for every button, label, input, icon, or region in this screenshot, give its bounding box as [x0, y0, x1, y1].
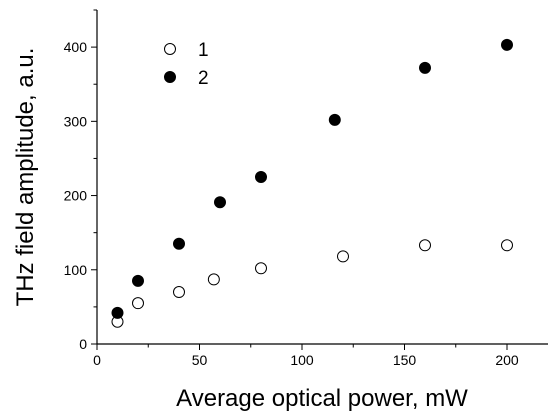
y-axis-ticks: 0 100 200 300 400 [64, 9, 97, 352]
series-2-point [214, 196, 226, 209]
x-tick-label: 100 [290, 352, 314, 368]
y-axis-title: THz field amplitude, a.u. [12, 48, 39, 307]
series-1-point [207, 273, 220, 286]
legend-marker-2 [164, 71, 176, 83]
y-tick-label: 200 [64, 188, 88, 204]
series-1-point [132, 297, 144, 310]
y-tick-label: 100 [64, 262, 88, 278]
axes [96, 10, 548, 345]
x-tick-label: 50 [192, 352, 208, 368]
x-axis-title: Average optical power, mW [176, 385, 468, 412]
series-1-point [173, 286, 185, 299]
legend-label-2: 2 [198, 68, 209, 89]
x-tick-label: 150 [393, 352, 417, 368]
series-1-point [419, 239, 431, 252]
x-tick-label: 0 [93, 352, 101, 368]
data-points [111, 38, 513, 328]
legend-marker-1 [164, 43, 176, 55]
series-2-point [328, 113, 341, 126]
y-tick-label: 400 [64, 39, 88, 55]
series-1-point [501, 239, 513, 252]
series-2-point [173, 237, 185, 250]
x-axis-ticks: 0 50 100 150 200 [93, 344, 519, 368]
series-2-point [111, 306, 124, 319]
legend: 12 [164, 40, 209, 89]
x-tick-label: 200 [495, 352, 519, 368]
series-1-point [337, 250, 349, 263]
series-2-point [501, 38, 513, 51]
series-2-point [132, 274, 144, 287]
series-2-point [255, 171, 267, 183]
plot-frame [96, 10, 548, 345]
y-tick-label: 300 [64, 113, 88, 129]
y-tick-label: 0 [79, 336, 87, 352]
series-2-point [419, 61, 431, 74]
series-1-point [255, 262, 267, 275]
legend-label-1: 1 [198, 40, 209, 61]
